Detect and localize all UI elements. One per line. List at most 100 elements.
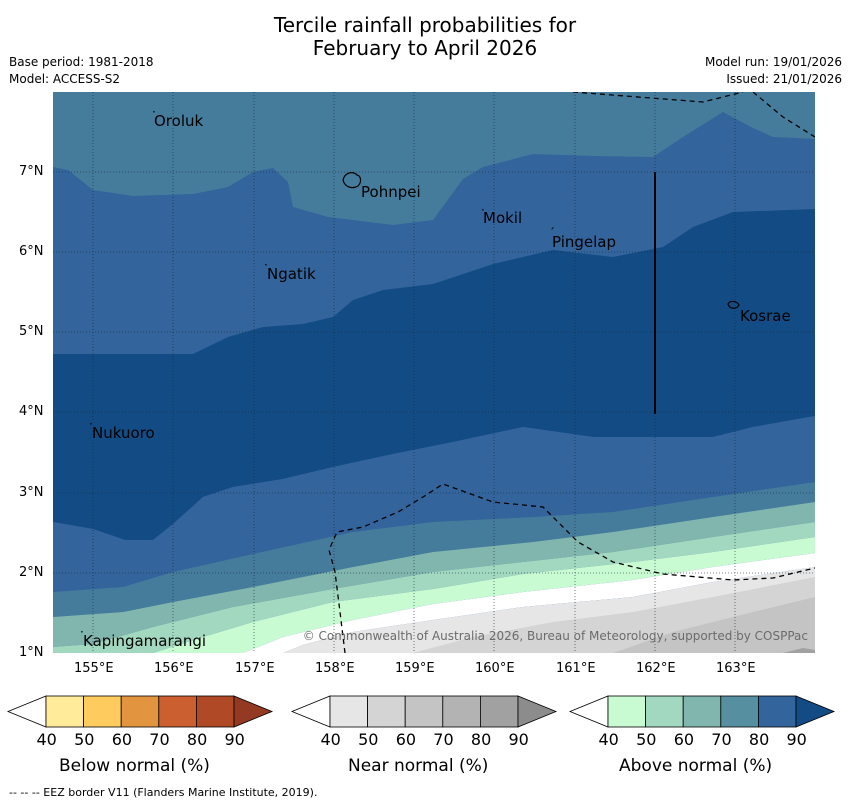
lat-label-7: 7°N xyxy=(19,164,44,179)
legend-0-extend-high xyxy=(233,695,274,728)
place-kapingamarangi: Kapingamarangi xyxy=(83,632,206,650)
legend-2-extend-low xyxy=(568,695,609,728)
legend-2-swatch-1 xyxy=(607,695,646,728)
lat-label-4: 4°N xyxy=(19,404,44,419)
lon-label-157: 157°E xyxy=(235,661,275,676)
meta-left: Base period: 1981-2018 Model: ACCESS-S2 xyxy=(9,54,154,88)
eez-borders xyxy=(328,92,815,653)
rainfall-map: Oroluk Pohnpei Mokil Pingelap Ngatik Kos… xyxy=(53,92,815,653)
legend-0-swatch-4 xyxy=(158,695,197,728)
band-near-normal-70 xyxy=(783,648,815,653)
dot-oroluk: · xyxy=(152,105,156,119)
kosrae-outline xyxy=(727,300,740,309)
legend-near-normal xyxy=(290,695,558,728)
legend-bars xyxy=(6,695,836,728)
lon-label-160: 160°E xyxy=(475,661,515,676)
pohnpei-outline xyxy=(342,172,362,189)
legend-1-tick-50: 50 xyxy=(358,730,379,749)
place-ngatik: Ngatik xyxy=(267,265,316,283)
legend-2-tick-40: 40 xyxy=(598,730,619,749)
legend-title-near: Near normal (%) xyxy=(348,756,489,776)
lon-label-162: 162°E xyxy=(636,661,676,676)
lon-label-155: 155°E xyxy=(74,661,114,676)
lat-label-3: 3°N xyxy=(19,485,44,500)
legend-title-below: Below normal (%) xyxy=(59,756,210,776)
legend-0-swatch-3 xyxy=(120,695,160,728)
place-pohnpei: Pohnpei xyxy=(361,183,421,201)
lat-label-2: 2°N xyxy=(19,565,44,580)
band-above-40 xyxy=(153,537,815,653)
place-nukuoro: Nukuoro xyxy=(92,424,155,442)
map-title: Tercile rainfall probabilities for Febru… xyxy=(0,14,850,60)
base-period: Base period: 1981-2018 xyxy=(9,55,154,69)
legend-1-tick-80: 80 xyxy=(470,730,492,749)
legend-2-tick-50: 50 xyxy=(636,730,657,749)
lon-label-158: 158°E xyxy=(315,661,355,676)
legend-0-swatch-5 xyxy=(195,695,235,728)
model-name: Model: ACCESS-S2 xyxy=(9,72,121,86)
dot-kapingamarangi: · xyxy=(80,625,84,639)
legend-0-tick-70: 70 xyxy=(149,730,170,749)
title-line-2: February to April 2026 xyxy=(312,36,538,60)
legend-1-swatch-4 xyxy=(442,695,481,728)
legend-2-swatch-2 xyxy=(645,695,684,728)
dot-nukuoro: · xyxy=(89,417,93,431)
dot-pingelap: ´ xyxy=(549,226,555,240)
lat-label-1: 1°N xyxy=(19,645,44,660)
legend-0-swatch-1 xyxy=(45,695,84,728)
legend-2-tick-80: 80 xyxy=(748,730,770,749)
legend-1-extend-low xyxy=(290,695,331,728)
band-white-neutral xyxy=(243,553,815,653)
legend-1-swatch-2 xyxy=(367,695,406,728)
legend-below-normal xyxy=(6,695,274,728)
legend-0-tick-40: 40 xyxy=(36,730,57,749)
lon-label-159: 159°E xyxy=(395,661,435,676)
legend-1-swatch-3 xyxy=(404,695,444,728)
band-above-90 xyxy=(53,209,815,540)
place-pingelap: Pingelap xyxy=(552,233,616,251)
legend-1-tick-70: 70 xyxy=(433,730,454,749)
eez-border-north xyxy=(572,92,744,103)
lon-label-161: 161°E xyxy=(556,661,596,676)
copyright-notice: © Commonwealth of Australia 2026, Bureau… xyxy=(303,629,808,643)
legend-title-above: Above normal (%) xyxy=(619,756,773,776)
band-above-80-lower xyxy=(53,416,815,592)
band-above-60 xyxy=(53,502,815,647)
band-above-70-lower xyxy=(53,482,815,617)
eez-border-northeast xyxy=(752,92,815,138)
place-oroluk: Oroluk xyxy=(154,112,203,130)
lon-label-163: 163°E xyxy=(716,661,756,676)
model-run: Model run: 19/01/2026 xyxy=(704,55,842,69)
legend-2-tick-60: 60 xyxy=(673,730,695,749)
gridlines xyxy=(53,92,815,653)
title-line-1: Tercile rainfall probabilities for xyxy=(273,13,577,37)
lon-label-156: 156°E xyxy=(154,661,194,676)
dot-mokil: · xyxy=(481,203,485,217)
legend-0-extend-low xyxy=(6,695,47,728)
meta-right: Model run: 19/01/2026 Issued: 21/01/2026 xyxy=(705,54,842,88)
place-mokil: Mokil xyxy=(483,209,522,227)
legend-2-tick-70: 70 xyxy=(711,730,732,749)
legend-2-tick-90: 90 xyxy=(786,730,807,749)
lat-label-5: 5°N xyxy=(19,324,44,339)
band-above-50 xyxy=(53,522,815,653)
legend-2-swatch-4 xyxy=(720,695,759,728)
legend-2-extend-high xyxy=(795,695,836,728)
legend-1-tick-40: 40 xyxy=(320,730,341,749)
legend-0-swatch-2 xyxy=(83,695,122,728)
legend-0-tick-60: 60 xyxy=(111,730,133,749)
legend-0-tick-80: 80 xyxy=(186,730,208,749)
lat-label-6: 6°N xyxy=(19,244,44,259)
legend-1-extend-high xyxy=(517,695,558,728)
legend-1-tick-90: 90 xyxy=(508,730,529,749)
legend-0-tick-90: 90 xyxy=(224,730,245,749)
legend-2-swatch-3 xyxy=(682,695,722,728)
band-near-normal-60 xyxy=(613,597,815,653)
legend-1-swatch-5 xyxy=(479,695,519,728)
eez-footnote: -- -- -- EEZ border V11 (Flanders Marine… xyxy=(9,786,318,799)
legend-1-swatch-1 xyxy=(329,695,368,728)
issued-date: Issued: 21/01/2026 xyxy=(726,72,842,86)
place-kosrae: Kosrae xyxy=(740,307,791,325)
legend-1-tick-60: 60 xyxy=(395,730,417,749)
legend-above-normal xyxy=(568,695,836,728)
